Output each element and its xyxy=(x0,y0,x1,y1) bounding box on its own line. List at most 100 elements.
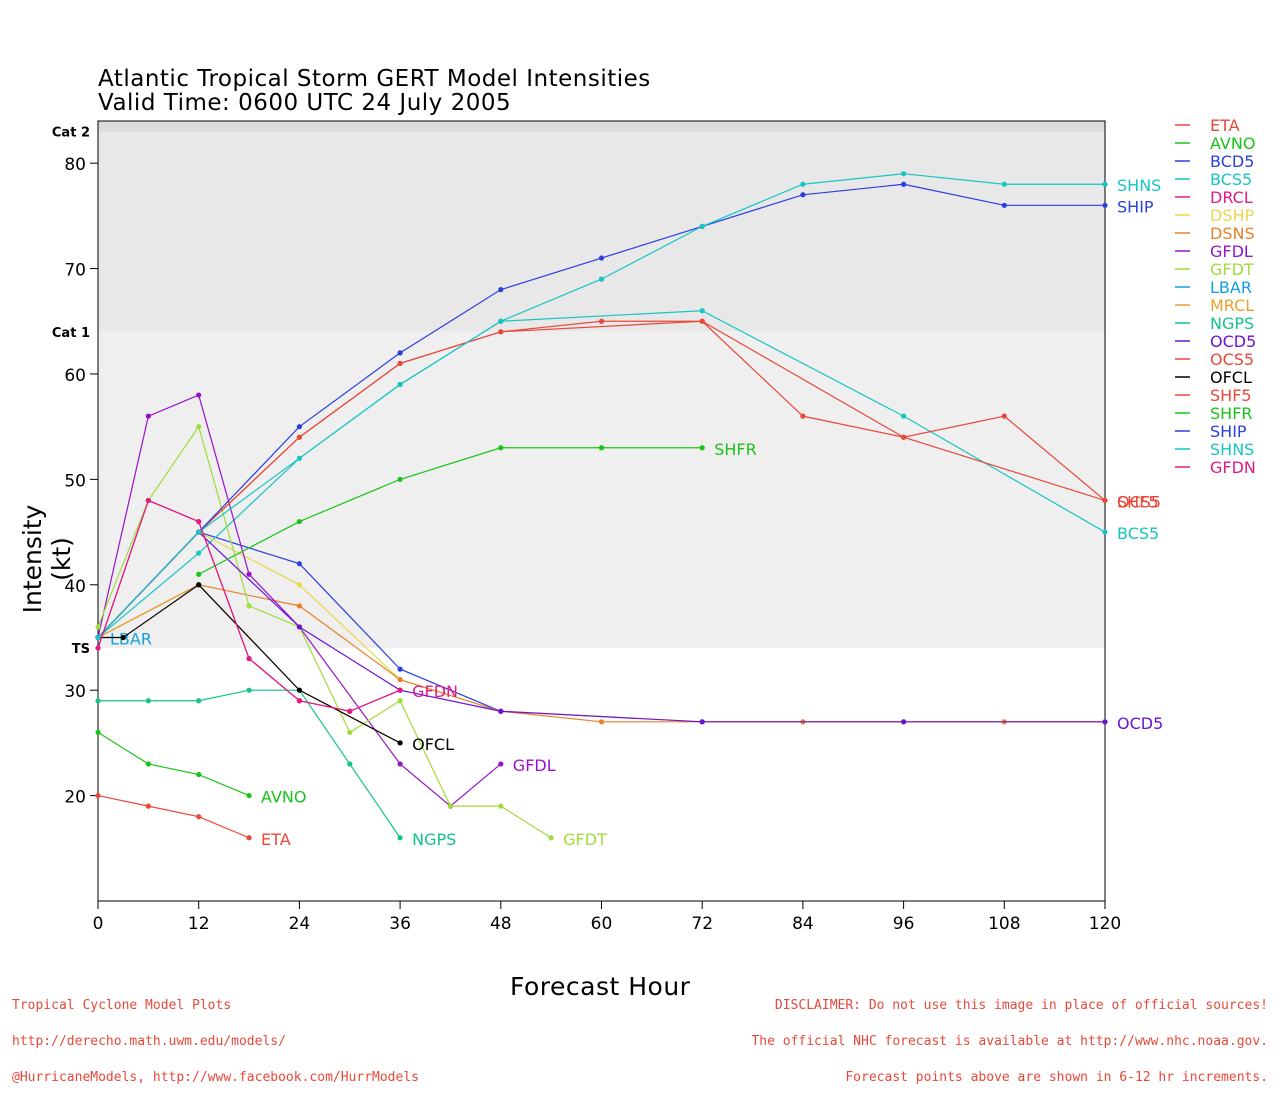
data-point xyxy=(397,677,403,683)
data-point xyxy=(1001,181,1007,187)
data-point xyxy=(498,329,504,335)
x-tick-label: 12 xyxy=(188,914,210,934)
data-point xyxy=(901,434,907,440)
data-point xyxy=(196,518,202,525)
legend-entry: DSHP xyxy=(1210,206,1255,225)
data-point xyxy=(1102,529,1108,535)
legend-entry: SHIP xyxy=(1210,422,1247,441)
data-point xyxy=(246,835,252,841)
legend-entry: DSNS xyxy=(1210,224,1255,243)
x-tick-label: 48 xyxy=(490,914,512,934)
data-point xyxy=(699,223,705,230)
footer-credits: Tropical Cyclone Model Plots http://dere… xyxy=(12,976,419,1096)
category-band xyxy=(98,121,1105,132)
series-avno xyxy=(95,729,252,799)
data-point xyxy=(800,181,806,187)
footer-disclaimer: DISCLAIMER: Do not use this image in pla… xyxy=(751,976,1268,1096)
x-tick-label: 108 xyxy=(988,914,1020,934)
data-point xyxy=(145,698,151,704)
data-point xyxy=(296,518,302,525)
data-point xyxy=(397,360,403,367)
data-point xyxy=(196,814,202,820)
data-point xyxy=(598,318,605,324)
data-point xyxy=(145,761,151,767)
legend-entry: BCS5 xyxy=(1210,170,1252,189)
data-point xyxy=(598,276,605,282)
series-end-label: OCS5 xyxy=(1117,492,1161,511)
x-tick-label: 24 xyxy=(289,914,311,934)
data-point xyxy=(296,561,302,567)
data-point xyxy=(397,350,403,356)
data-point xyxy=(196,392,202,398)
data-point xyxy=(196,771,202,778)
data-point xyxy=(296,698,302,704)
legend-entry: SHNS xyxy=(1210,440,1254,459)
data-point xyxy=(347,708,353,714)
category-band-label: Cat 2 xyxy=(52,126,90,141)
data-point xyxy=(296,424,302,430)
legend-entry: OCD5 xyxy=(1210,332,1256,351)
series-shfr xyxy=(196,445,705,577)
series-end-label: LBAR xyxy=(110,629,152,648)
data-point xyxy=(699,308,705,314)
y-tick-label: 80 xyxy=(64,155,86,175)
series-end-label: SHF5 xyxy=(1117,492,1159,511)
data-point xyxy=(347,761,353,767)
data-point xyxy=(196,571,202,577)
series-line xyxy=(198,447,703,575)
data-point xyxy=(347,729,353,735)
legend-entry: GFDL xyxy=(1210,242,1253,261)
data-point xyxy=(397,381,403,388)
footer-disclaimer-line: The official NHC forecast is available a… xyxy=(751,1034,1268,1049)
data-point xyxy=(498,287,504,293)
data-point xyxy=(598,719,605,725)
x-tick-label: 84 xyxy=(792,914,814,934)
series-line xyxy=(97,394,502,807)
data-point xyxy=(498,761,504,767)
y-tick-label: 20 xyxy=(64,788,86,808)
data-point xyxy=(95,729,101,735)
data-point xyxy=(120,634,126,641)
data-point xyxy=(296,434,302,440)
series-end-label: AVNO xyxy=(261,788,306,807)
data-point xyxy=(196,424,202,430)
data-point xyxy=(699,719,705,725)
data-point xyxy=(296,687,302,693)
footer-disclaimer-line: DISCLAIMER: Do not use this image in pla… xyxy=(774,998,1268,1013)
data-point xyxy=(1001,413,1007,419)
category-band xyxy=(98,331,1105,649)
legend-entry: GFDT xyxy=(1210,260,1254,279)
data-point xyxy=(246,603,252,609)
x-tick-label: 60 xyxy=(591,914,613,934)
data-point xyxy=(498,445,504,451)
series-shns xyxy=(95,171,1108,641)
x-tick-label: 36 xyxy=(389,914,411,934)
legend-entry: OCS5 xyxy=(1210,350,1254,369)
y-axis-label: Intensity (kt) xyxy=(18,504,76,614)
data-point xyxy=(699,318,705,324)
data-point xyxy=(548,835,554,841)
data-point xyxy=(1102,719,1108,725)
data-point xyxy=(95,792,101,799)
data-point xyxy=(699,445,705,451)
data-point xyxy=(296,624,302,630)
data-point xyxy=(800,192,806,198)
legend-entry: AVNO xyxy=(1210,134,1255,153)
x-tick-label: 72 xyxy=(691,914,713,934)
legend-entry: DRCL xyxy=(1210,188,1253,207)
data-point xyxy=(296,582,302,588)
chart-title: Atlantic Tropical Storm GERT Model Inten… xyxy=(98,66,651,92)
series-end-label: ETA xyxy=(261,830,291,849)
y-tick-label: 60 xyxy=(64,366,86,386)
series-end-label: OCD5 xyxy=(1117,714,1163,733)
legend-entry: ETA xyxy=(1210,116,1240,135)
data-point xyxy=(1102,497,1108,504)
footer-credit-line[interactable]: http://derecho.math.uwm.edu/models/ xyxy=(12,1034,286,1049)
data-point xyxy=(296,455,302,461)
y-tick-label: 50 xyxy=(64,471,86,491)
intensity-chart: TS Cat 1 Cat 2 0 12 24 36 48 60 72 84 96 108 120 20 30 4… xyxy=(52,116,1256,934)
data-point xyxy=(901,181,907,187)
series-end-label: GFDN xyxy=(412,682,458,701)
footer-credit-line[interactable]: @HurricaneModels, http://www.facebook.co… xyxy=(12,1070,419,1085)
legend-entry: SHF5 xyxy=(1210,386,1252,405)
